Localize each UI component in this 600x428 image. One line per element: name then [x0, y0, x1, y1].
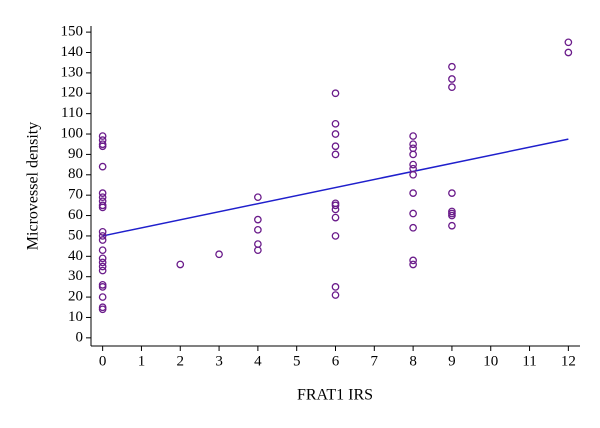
x-tick-label: 12 — [561, 353, 576, 369]
point — [98, 142, 107, 151]
x-tick-label: 1 — [138, 353, 146, 369]
y-tick-label: 20 — [68, 289, 83, 305]
point — [331, 142, 340, 151]
y-tick-label: 30 — [68, 268, 83, 284]
y-tick-label: 100 — [61, 125, 84, 141]
y-tick-label: 60 — [68, 207, 83, 223]
x-tick-label: 0 — [99, 353, 107, 369]
point — [98, 232, 107, 240]
y-tick-label: 130 — [61, 64, 84, 80]
point — [331, 205, 340, 214]
point — [409, 170, 417, 179]
point — [331, 201, 340, 210]
x-tick-label: 9 — [448, 353, 456, 369]
y-tick-label: 110 — [61, 105, 83, 121]
point — [98, 283, 107, 291]
point — [98, 132, 107, 140]
point — [448, 75, 456, 83]
x-tick-label: 10 — [483, 353, 498, 369]
point — [98, 258, 107, 267]
point — [331, 130, 340, 138]
point — [409, 144, 417, 153]
point — [409, 189, 417, 197]
point — [98, 189, 107, 197]
point — [98, 228, 107, 236]
point — [409, 140, 417, 149]
point — [448, 221, 456, 230]
point — [254, 225, 262, 234]
point — [409, 150, 417, 159]
point — [254, 193, 262, 202]
point — [331, 119, 340, 128]
point — [448, 62, 456, 71]
y-tick-label: 10 — [68, 309, 83, 325]
point — [215, 250, 223, 259]
x-tick-label: 7 — [371, 353, 379, 369]
x-tick-label: 8 — [409, 353, 417, 369]
point — [331, 291, 340, 299]
point — [98, 305, 107, 314]
y-tick-label: 40 — [68, 248, 83, 264]
y-tick-label: 50 — [68, 227, 83, 243]
y-tick-label: 120 — [61, 85, 84, 101]
point — [331, 89, 340, 98]
point — [409, 160, 417, 169]
x-axis-label: FRAT1 IRS — [297, 387, 373, 404]
point — [564, 48, 573, 57]
point — [176, 260, 185, 269]
point — [564, 38, 573, 47]
x-tick-label: 6 — [332, 353, 340, 369]
point — [254, 240, 262, 248]
y-tick-label: 150 — [61, 24, 84, 40]
point — [331, 150, 340, 159]
point — [98, 193, 107, 202]
y-axis-label: Microvessel density — [25, 122, 42, 250]
x-tick-label: 3 — [215, 353, 223, 369]
point — [409, 223, 417, 232]
point — [98, 236, 107, 244]
fit-line — [102, 138, 569, 237]
point — [98, 293, 107, 301]
x-tick-label: 2 — [177, 353, 185, 369]
point — [331, 232, 340, 240]
x-tick-label: 5 — [293, 353, 301, 369]
y-tick-label: 70 — [68, 187, 83, 203]
y-tick-label: 0 — [76, 329, 84, 345]
point — [98, 266, 107, 275]
x-tick-label: 11 — [522, 353, 536, 369]
point — [98, 162, 107, 171]
point — [331, 213, 340, 222]
point — [98, 254, 107, 263]
point — [409, 209, 417, 218]
point — [448, 83, 456, 91]
point — [254, 246, 262, 255]
x-tick-label: 4 — [254, 353, 262, 369]
point — [98, 246, 107, 255]
point — [98, 262, 107, 271]
point — [448, 189, 456, 197]
point — [409, 132, 417, 140]
point — [331, 283, 340, 291]
y-tick-label: 80 — [68, 166, 83, 182]
y-tick-label: 90 — [68, 146, 83, 162]
point — [409, 260, 417, 269]
point — [409, 256, 417, 265]
point — [448, 211, 456, 220]
point — [98, 203, 107, 212]
y-tick-label: 140 — [61, 44, 84, 60]
point — [254, 215, 262, 224]
